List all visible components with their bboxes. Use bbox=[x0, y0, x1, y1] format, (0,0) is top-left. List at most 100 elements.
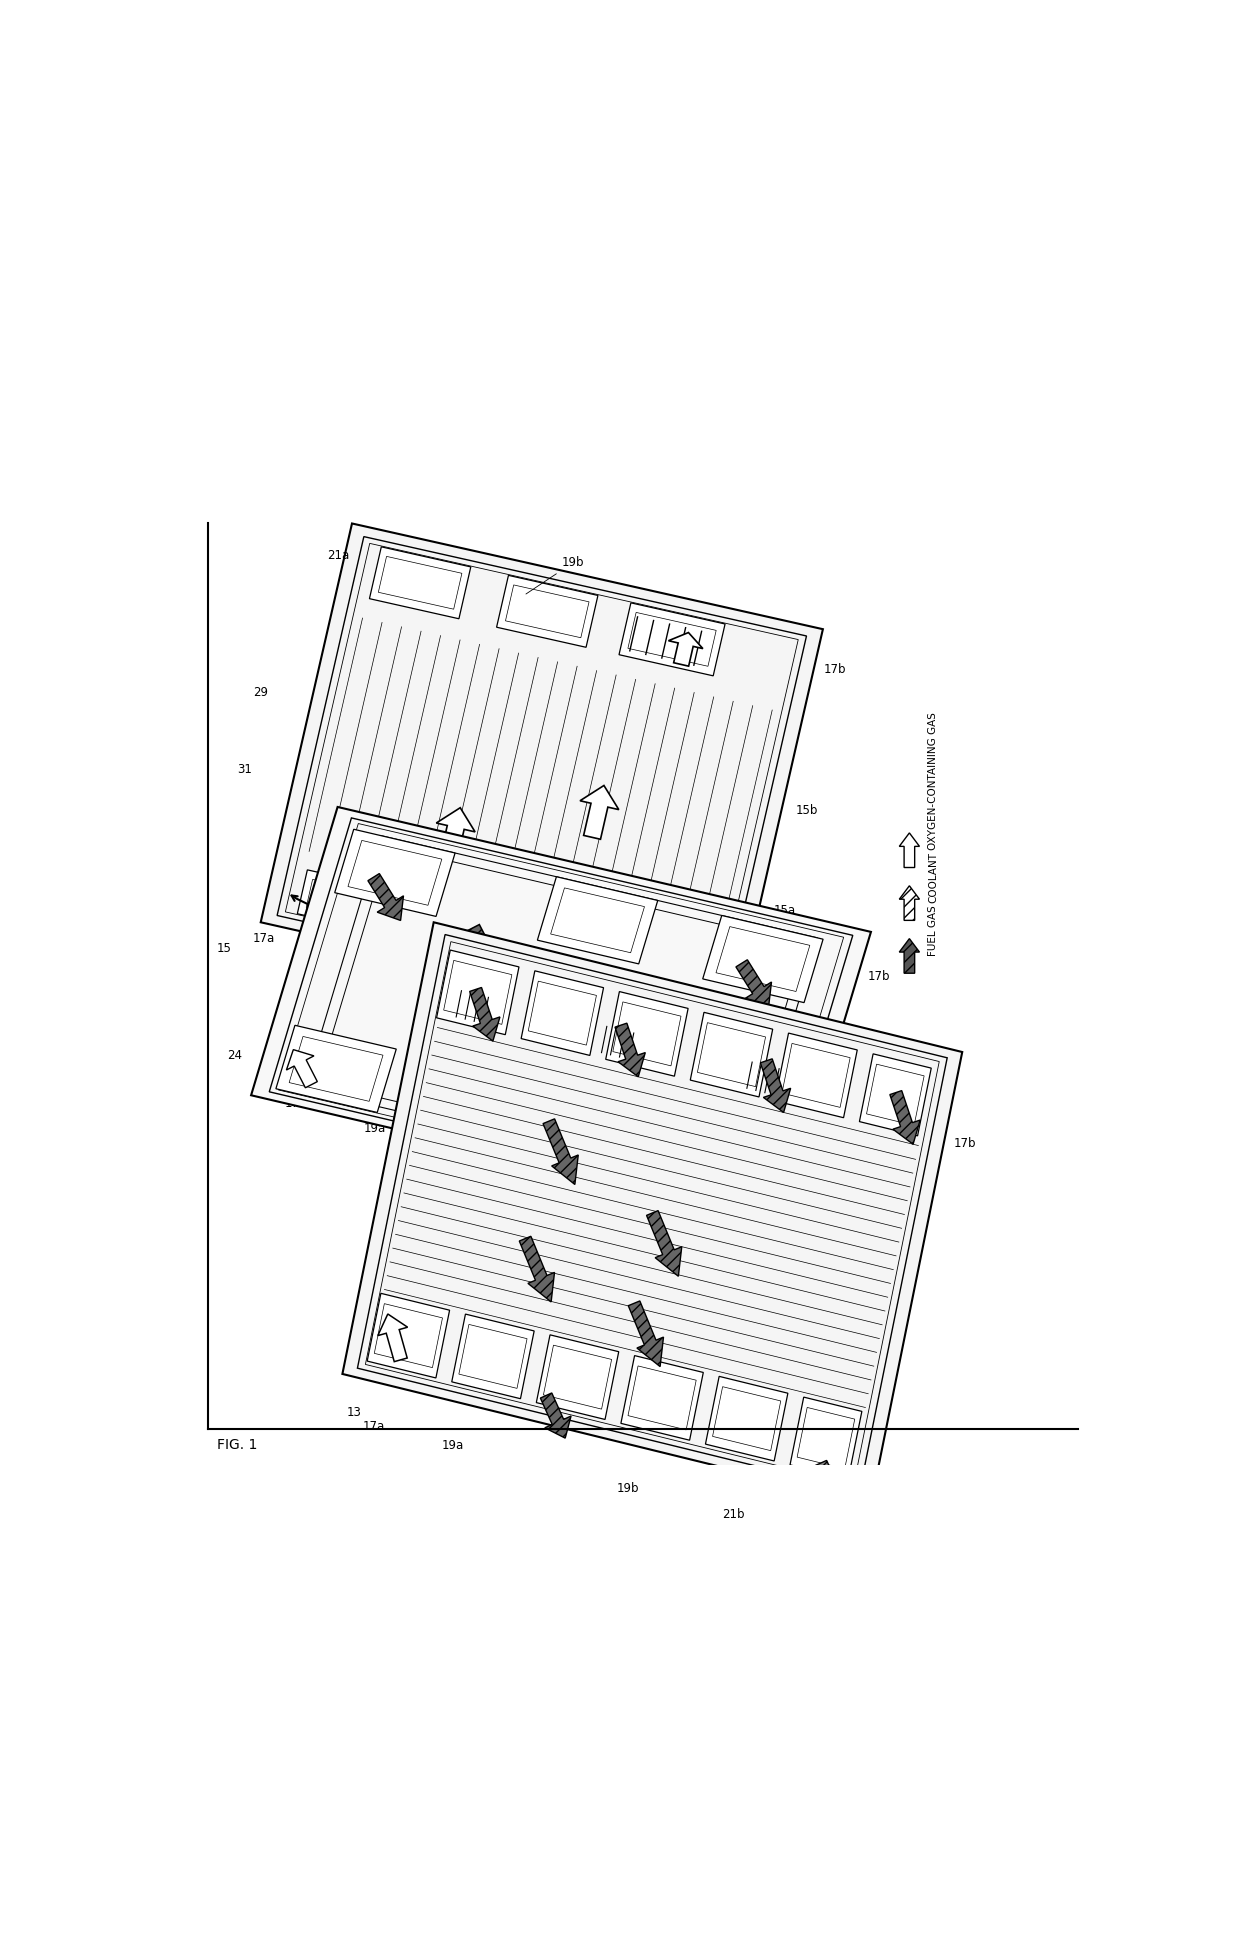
Polygon shape bbox=[436, 950, 520, 1035]
Polygon shape bbox=[370, 546, 471, 618]
Polygon shape bbox=[496, 575, 598, 647]
FancyArrow shape bbox=[378, 1314, 408, 1361]
Polygon shape bbox=[335, 829, 455, 916]
Polygon shape bbox=[547, 926, 651, 991]
Polygon shape bbox=[859, 1053, 931, 1135]
Polygon shape bbox=[444, 961, 512, 1024]
Polygon shape bbox=[537, 878, 657, 963]
FancyArrow shape bbox=[286, 1049, 317, 1088]
Polygon shape bbox=[556, 936, 642, 981]
Polygon shape bbox=[657, 1123, 751, 1188]
Text: 16: 16 bbox=[833, 1084, 848, 1098]
Polygon shape bbox=[250, 807, 870, 1221]
Text: 21a: 21a bbox=[610, 1012, 632, 1026]
Polygon shape bbox=[715, 926, 810, 991]
Text: 17a: 17a bbox=[363, 1420, 386, 1433]
Polygon shape bbox=[605, 991, 688, 1076]
Polygon shape bbox=[459, 1324, 527, 1388]
Text: 13a: 13a bbox=[572, 1143, 593, 1154]
Text: 21b: 21b bbox=[512, 989, 534, 1002]
Text: 19b: 19b bbox=[526, 556, 584, 595]
FancyArrow shape bbox=[554, 1010, 595, 1071]
Polygon shape bbox=[275, 1026, 397, 1112]
Polygon shape bbox=[492, 1084, 585, 1149]
Text: 19a: 19a bbox=[443, 1439, 464, 1453]
Polygon shape bbox=[374, 1305, 443, 1367]
FancyArrow shape bbox=[655, 1135, 686, 1174]
Text: 31: 31 bbox=[237, 762, 252, 776]
Text: 15: 15 bbox=[217, 942, 232, 954]
Text: 21b: 21b bbox=[645, 1191, 667, 1203]
Polygon shape bbox=[289, 1037, 383, 1102]
Polygon shape bbox=[782, 1043, 851, 1108]
Polygon shape bbox=[298, 870, 397, 934]
Text: 13: 13 bbox=[347, 1406, 362, 1418]
Polygon shape bbox=[697, 1022, 765, 1086]
Text: 29: 29 bbox=[253, 686, 268, 698]
Polygon shape bbox=[451, 1314, 534, 1398]
FancyArrow shape bbox=[899, 833, 920, 868]
Polygon shape bbox=[342, 922, 962, 1503]
Polygon shape bbox=[479, 1072, 599, 1160]
Polygon shape bbox=[613, 1002, 681, 1067]
Text: 19b: 19b bbox=[441, 973, 464, 985]
Text: FIG. 1: FIG. 1 bbox=[217, 1439, 258, 1453]
Polygon shape bbox=[543, 1346, 611, 1410]
Text: 17b: 17b bbox=[868, 969, 890, 983]
FancyArrow shape bbox=[466, 924, 506, 985]
FancyArrow shape bbox=[899, 885, 920, 920]
FancyArrow shape bbox=[899, 938, 920, 973]
Text: 17b: 17b bbox=[954, 1137, 977, 1150]
Polygon shape bbox=[378, 556, 461, 608]
Text: 31: 31 bbox=[828, 1238, 843, 1252]
Text: 17b: 17b bbox=[823, 663, 846, 675]
Text: 21a: 21a bbox=[515, 881, 537, 893]
Text: 14: 14 bbox=[365, 1000, 379, 1012]
Text: 19a: 19a bbox=[363, 1121, 386, 1135]
Text: 21b: 21b bbox=[722, 1507, 744, 1521]
Polygon shape bbox=[644, 1112, 764, 1199]
FancyArrow shape bbox=[520, 1236, 554, 1303]
Text: 20: 20 bbox=[396, 924, 410, 936]
Polygon shape bbox=[367, 1293, 450, 1379]
FancyArrow shape bbox=[735, 959, 771, 1006]
Polygon shape bbox=[797, 1408, 854, 1468]
Polygon shape bbox=[627, 612, 717, 667]
Text: 13b: 13b bbox=[771, 1168, 794, 1180]
FancyArrow shape bbox=[760, 1059, 791, 1112]
Text: 19a: 19a bbox=[324, 946, 346, 959]
FancyArrow shape bbox=[470, 987, 500, 1041]
FancyArrow shape bbox=[646, 1211, 682, 1275]
Polygon shape bbox=[424, 899, 525, 963]
Polygon shape bbox=[537, 1336, 619, 1420]
Text: 18: 18 bbox=[306, 938, 321, 952]
FancyArrow shape bbox=[541, 1392, 572, 1439]
FancyArrow shape bbox=[580, 786, 619, 838]
Polygon shape bbox=[279, 823, 843, 1203]
FancyArrow shape bbox=[815, 1461, 846, 1505]
Text: 24: 24 bbox=[227, 1049, 242, 1063]
Text: FUEL GAS: FUEL GAS bbox=[929, 905, 939, 956]
Polygon shape bbox=[348, 840, 441, 905]
Text: OXYGEN-CONTAINING GAS: OXYGEN-CONTAINING GAS bbox=[929, 712, 939, 850]
Text: 15a: 15a bbox=[774, 905, 795, 916]
Text: 19b: 19b bbox=[616, 1482, 639, 1496]
Polygon shape bbox=[627, 1365, 696, 1429]
FancyArrow shape bbox=[668, 632, 703, 667]
Polygon shape bbox=[306, 879, 388, 924]
Polygon shape bbox=[867, 1065, 924, 1125]
Polygon shape bbox=[619, 603, 725, 677]
Polygon shape bbox=[621, 1355, 703, 1441]
Polygon shape bbox=[260, 523, 823, 1028]
Text: COOLANT: COOLANT bbox=[929, 852, 939, 903]
Polygon shape bbox=[285, 544, 799, 1008]
Text: 27: 27 bbox=[490, 1207, 505, 1219]
Text: 28: 28 bbox=[820, 1127, 835, 1141]
Polygon shape bbox=[775, 1034, 857, 1117]
FancyArrow shape bbox=[629, 1301, 663, 1367]
FancyArrow shape bbox=[543, 1119, 578, 1184]
Polygon shape bbox=[433, 909, 515, 954]
Text: 22: 22 bbox=[310, 899, 325, 913]
Polygon shape bbox=[790, 1396, 862, 1480]
Polygon shape bbox=[366, 942, 939, 1484]
